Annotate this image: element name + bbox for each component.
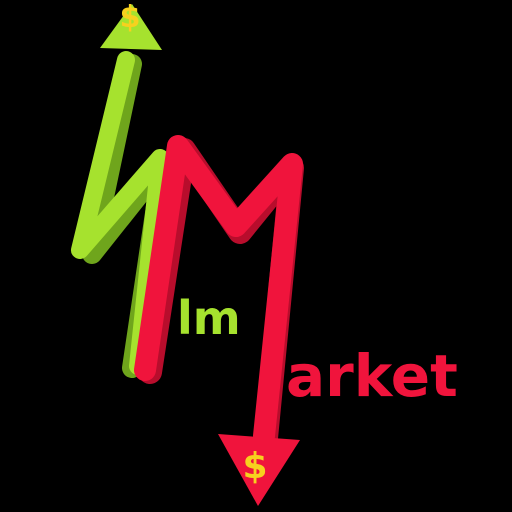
green-trend-line (71, 51, 169, 375)
red-trend-line (134, 135, 303, 447)
dollar-icon: $ (120, 0, 141, 35)
green-arrow-head (100, 4, 162, 50)
up-arrow-icon (71, 4, 172, 378)
red-arrow-head (218, 434, 300, 506)
logo-word-green: lm (177, 291, 241, 345)
down-arrow-icon (134, 135, 304, 506)
logo-word-red: arket (286, 342, 458, 410)
dollar-icon: $ (242, 446, 267, 487)
